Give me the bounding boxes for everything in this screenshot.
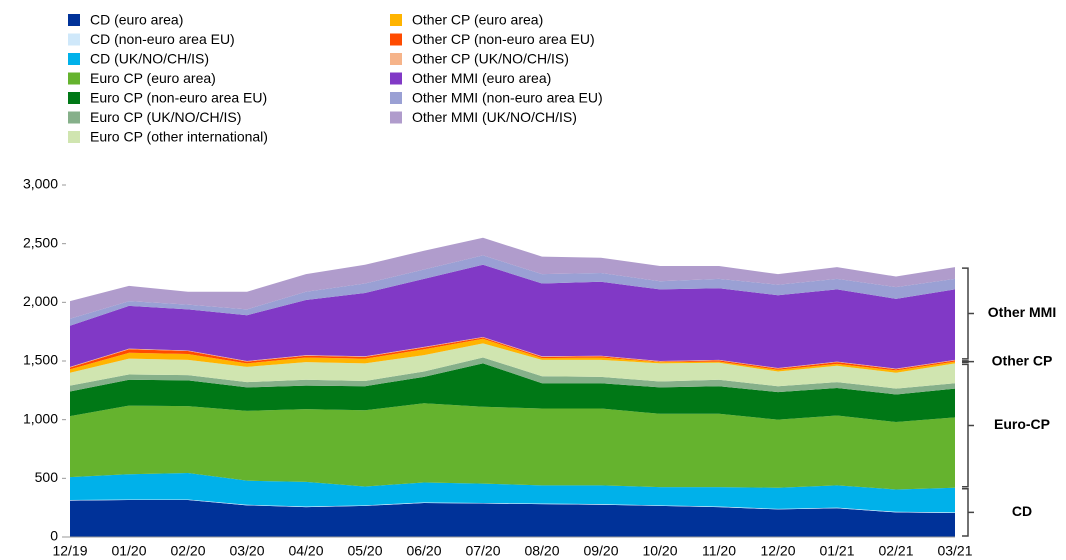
area xyxy=(70,338,955,373)
bracket xyxy=(962,267,974,360)
bracket xyxy=(962,360,974,364)
group-label: Other CP xyxy=(992,352,1053,368)
legend-label: CD (UK/NO/CH/IS) xyxy=(90,51,209,67)
x-tick-label: 11/20 xyxy=(702,543,736,559)
x-tick-label: 10/20 xyxy=(642,543,677,559)
y-tick-label: 1,500 xyxy=(23,352,58,368)
legend-swatch xyxy=(68,14,80,26)
area xyxy=(70,337,955,371)
x-tick-label: 03/20 xyxy=(229,543,264,559)
legend-label: Other CP (euro area) xyxy=(412,12,543,28)
area xyxy=(70,403,955,490)
x-tick-label: 09/20 xyxy=(583,543,618,559)
group-label: CD xyxy=(1012,503,1032,519)
group-label: Other MMI xyxy=(988,304,1056,320)
legend-swatch xyxy=(68,111,80,124)
legend-label: Euro CP (UK/NO/CH/IS) xyxy=(90,109,241,125)
legend-label: Other CP (non-euro area EU) xyxy=(412,31,595,47)
x-tick-label: 08/20 xyxy=(524,543,559,559)
bracket xyxy=(962,487,974,537)
group-label: Euro-CP xyxy=(994,416,1050,432)
area xyxy=(70,237,955,319)
legend-label: Euro CP (euro area) xyxy=(90,70,216,86)
legend-label: Other MMI (euro area) xyxy=(412,70,551,86)
x-tick-label: 12/19 xyxy=(52,543,87,559)
legend-swatch xyxy=(390,33,402,46)
legend-label: Other CP (UK/NO/CH/IS) xyxy=(412,51,569,67)
y-tick-label: 2,000 xyxy=(23,293,58,309)
x-tick-label: 12/20 xyxy=(760,543,795,559)
legend-label: Euro CP (non-euro area EU) xyxy=(90,90,267,106)
legend-swatch xyxy=(68,92,80,104)
x-tick-label: 07/20 xyxy=(465,543,500,559)
x-tick-label: 01/20 xyxy=(111,543,146,559)
y-tick-label: 1,000 xyxy=(23,410,58,426)
y-tick-label: 0 xyxy=(50,528,58,544)
legend-swatch xyxy=(68,53,80,65)
bracket xyxy=(962,363,974,488)
legend-label: CD (non-euro area EU) xyxy=(90,31,235,47)
x-tick-label: 06/20 xyxy=(406,543,441,559)
y-tick-label: 3,000 xyxy=(23,176,58,192)
x-tick-label: 05/20 xyxy=(347,543,382,559)
area xyxy=(70,363,955,423)
legend-label: Other MMI (non-euro area EU) xyxy=(412,90,603,106)
x-tick-label: 02/21 xyxy=(878,543,913,559)
legend-swatch xyxy=(390,53,402,65)
area xyxy=(70,343,955,389)
legend-swatch xyxy=(68,72,80,85)
x-tick-label: 02/20 xyxy=(170,543,205,559)
x-tick-label: 01/21 xyxy=(819,543,854,559)
legend-swatch xyxy=(390,92,402,104)
legend-swatch xyxy=(68,131,80,143)
legend-label: Other MMI (UK/NO/CH/IS) xyxy=(412,109,577,125)
legend-label: CD (euro area) xyxy=(90,12,183,28)
area xyxy=(70,264,955,369)
area xyxy=(70,500,955,537)
y-tick-label: 2,500 xyxy=(23,234,58,250)
area xyxy=(70,473,955,513)
y-tick-label: 500 xyxy=(35,469,59,485)
x-tick-label: 03/21 xyxy=(937,543,972,559)
area xyxy=(70,255,955,326)
legend-swatch xyxy=(390,72,402,85)
legend-swatch xyxy=(390,14,402,26)
legend-swatch xyxy=(68,33,80,46)
area xyxy=(70,357,955,395)
x-tick-label: 04/20 xyxy=(288,543,323,559)
legend-swatch xyxy=(390,111,402,124)
legend-label: Euro CP (other international) xyxy=(90,129,268,145)
